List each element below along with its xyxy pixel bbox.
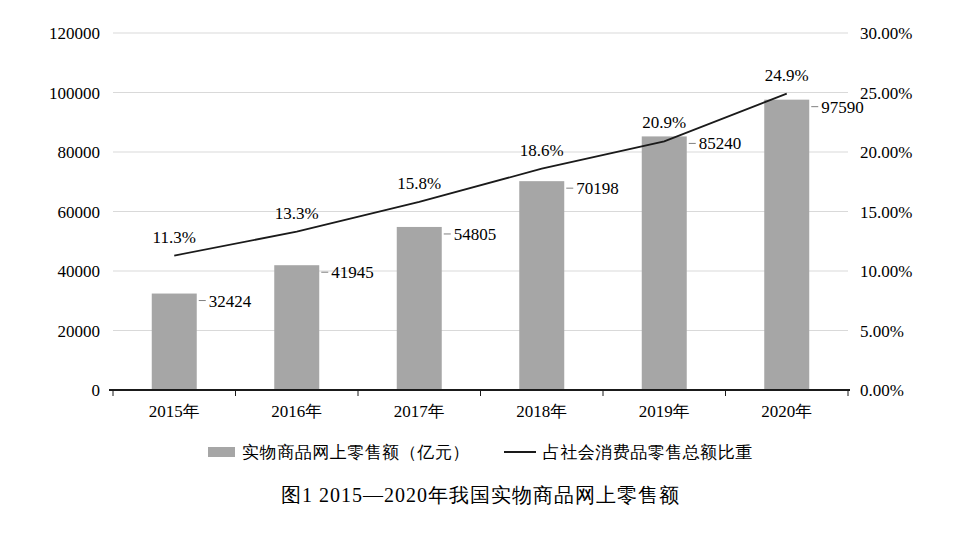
x-axis-category-label: 2019年	[639, 402, 690, 421]
legend-item-line-series: 占社会消费品零售总额比重	[504, 441, 753, 464]
line-percent-label: 11.3%	[153, 228, 196, 247]
left-axis-tick-label: 100000	[49, 84, 100, 103]
line-percent-label: 24.9%	[765, 66, 809, 85]
right-axis-tick-label: 20.00%	[860, 143, 912, 162]
bar-2016年	[274, 265, 319, 390]
legend-item-bar-series: 实物商品网上零售额（亿元）	[208, 441, 470, 464]
right-axis-tick-label: 5.00%	[860, 322, 904, 341]
bar-series-swatch-icon	[208, 447, 235, 457]
right-axis-tick-label: 25.00%	[860, 84, 912, 103]
left-axis-tick-label: 80000	[58, 143, 101, 162]
figure-container: 0 0.00% 20000 5.00% 40000 10.00% 60000 15.00% 80…	[0, 0, 961, 544]
right-axis-tick-label: 10.00%	[860, 262, 912, 281]
bar-2020年	[764, 100, 809, 390]
bar-value-label: 54805	[454, 225, 497, 244]
x-axis-category-label: 2017年	[394, 402, 445, 421]
left-axis-tick-label: 60000	[58, 203, 101, 222]
line-percent-label: 15.8%	[397, 174, 441, 193]
bar-2015年	[152, 294, 197, 390]
x-axis-category-label: 2016年	[271, 402, 322, 421]
bar-2019年	[642, 136, 687, 390]
x-axis-category-label: 2018年	[516, 402, 567, 421]
legend-label-line-series: 占社会消费品零售总额比重	[543, 441, 753, 464]
left-axis-tick-label: 0	[92, 381, 101, 400]
line-percent-label: 20.9%	[642, 113, 686, 132]
left-axis-tick-label: 20000	[58, 322, 101, 341]
right-axis-tick-label: 15.00%	[860, 203, 912, 222]
line-percent-label: 13.3%	[275, 204, 319, 223]
bar-value-label: 41945	[331, 263, 374, 282]
left-axis-tick-label: 40000	[58, 262, 101, 281]
x-axis-category-label: 2020年	[761, 402, 812, 421]
figure-caption: 图1 2015—2020年我国实物商品网上零售额	[0, 482, 961, 509]
bar-2017年	[397, 227, 442, 390]
combo-chart-svg: 0 0.00% 20000 5.00% 40000 10.00% 60000 15.00% 80…	[0, 0, 961, 432]
right-axis-tick-label: 30.00%	[860, 24, 912, 43]
bar-value-label: 32424	[209, 292, 252, 311]
legend-label-bar-series: 实物商品网上零售额（亿元）	[242, 441, 470, 464]
bar-2018年	[519, 181, 564, 390]
x-axis-category-label: 2015年	[149, 402, 200, 421]
bar-value-label: 85240	[699, 134, 742, 153]
bar-value-label: 70198	[576, 179, 619, 198]
left-axis-tick-label: 120000	[49, 24, 100, 43]
bar-value-label: 97590	[821, 98, 864, 117]
chart-legend: 实物商品网上零售额（亿元） 占社会消费品零售总额比重	[0, 440, 961, 464]
line-percent-label: 18.6%	[520, 141, 564, 160]
chart-area: 0 0.00% 20000 5.00% 40000 10.00% 60000 15.00% 80…	[0, 0, 961, 432]
line-series-swatch-icon	[504, 451, 536, 453]
right-axis-tick-label: 0.00%	[860, 381, 904, 400]
